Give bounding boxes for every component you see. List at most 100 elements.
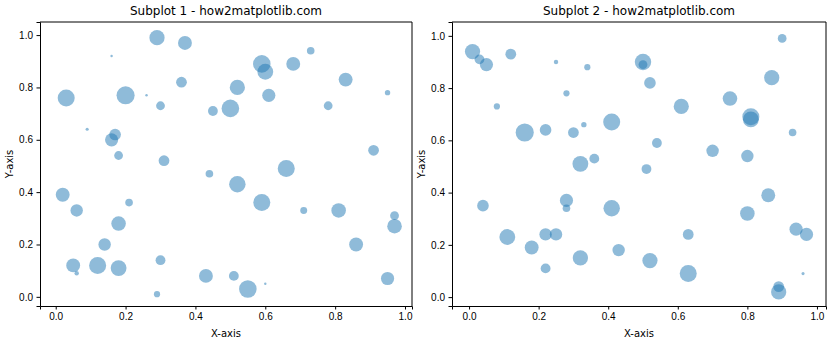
bubble (480, 58, 493, 71)
frame (412, 22, 413, 306)
bubble (257, 64, 273, 80)
x-tick-label: 0.8 (741, 311, 755, 322)
x-tick-label: 0.0 (463, 311, 477, 322)
bubble (229, 176, 245, 192)
bubble (331, 203, 346, 218)
y-tick: 1.0 (431, 31, 452, 42)
y-tick-label: 0.6 (431, 135, 445, 146)
bubble (540, 124, 552, 136)
x-tick-mark (56, 306, 57, 310)
bubble (114, 151, 123, 160)
bubble (683, 229, 694, 240)
bubble (516, 123, 534, 141)
bubble (764, 70, 779, 85)
y-axis-line (37, 23, 41, 307)
bubble (477, 200, 489, 212)
bubble (603, 114, 620, 131)
bubble (573, 250, 588, 265)
y-tick-mark (37, 192, 41, 193)
y-tick: 0.8 (19, 82, 40, 93)
bubble (339, 73, 353, 87)
x-tick-mark (265, 306, 266, 310)
x-tick: 0.2 (119, 306, 133, 322)
bubble (154, 291, 160, 297)
y-tick: 0.0 (19, 292, 40, 303)
subplot: 0.00.20.40.60.81.00.00.20.40.60.81.0Subp… (4, 4, 413, 339)
bubble (778, 34, 787, 43)
bubble (199, 269, 213, 283)
bubble (56, 188, 70, 202)
bubble (680, 265, 697, 282)
y-tick-label: 0.0 (19, 292, 33, 303)
y-tick-mark (449, 36, 453, 37)
x-tick-mark (469, 306, 470, 310)
y-tick-mark (37, 140, 41, 141)
y-label: Y-axis (416, 150, 427, 180)
y-axis: 0.00.20.40.60.81.0 (19, 23, 40, 307)
bubble (264, 283, 266, 285)
x-tick-mark (817, 306, 818, 310)
bubble (563, 90, 569, 96)
x-tick: 0.2 (532, 306, 546, 322)
bubble (550, 228, 562, 240)
bubble (89, 257, 106, 274)
y-tick: 0.2 (19, 239, 40, 250)
bubble (208, 106, 218, 116)
bubble (58, 89, 75, 106)
bubble (156, 255, 166, 265)
frame (826, 22, 827, 306)
bubble (563, 204, 571, 212)
bubble (390, 211, 399, 220)
bubble (222, 100, 240, 118)
x-tick-label: 0.2 (119, 311, 133, 322)
y-tick-mark (37, 297, 41, 298)
bubble (117, 86, 135, 104)
x-tick-label: 0.6 (259, 311, 273, 322)
bubble (70, 204, 82, 216)
bubble (239, 280, 257, 298)
bubble (206, 170, 214, 178)
bubble (706, 145, 718, 157)
bubble (741, 150, 753, 162)
bubble (385, 90, 390, 95)
x-label: X-axis (624, 328, 654, 339)
bubble (149, 30, 164, 45)
bubble (381, 272, 394, 285)
x-tick-label: 0.4 (602, 311, 616, 322)
y-tick-label: 0.8 (19, 82, 33, 93)
bubble (499, 229, 515, 245)
y-tick-label: 0.8 (431, 83, 445, 94)
y-tick-label: 1.0 (431, 31, 445, 42)
points (56, 30, 402, 298)
bubble (723, 91, 738, 106)
bubble (589, 154, 599, 164)
y-tick: 0.8 (431, 83, 452, 94)
y-axis: 0.00.20.40.60.81.0 (431, 23, 452, 307)
y-tick: 0.6 (431, 135, 452, 146)
bubble (145, 94, 147, 96)
bubble (176, 77, 187, 88)
title: Subplot 2 - how2matplotlib.com (543, 4, 735, 18)
y-axis-line (449, 23, 453, 307)
x-tick: 0.0 (49, 306, 63, 322)
x-axis-line (41, 307, 413, 310)
x-tick-label: 0.8 (329, 311, 343, 322)
y-tick-mark (37, 35, 41, 36)
bubble (262, 89, 275, 102)
frame (40, 22, 412, 23)
y-tick-label: 0.2 (431, 240, 445, 251)
bubble (674, 99, 689, 114)
bubble (111, 216, 126, 231)
bubble (86, 128, 89, 131)
bubble (109, 129, 121, 141)
x-axis-line (453, 307, 827, 310)
y-tick-mark (449, 245, 453, 246)
bubble (156, 101, 165, 110)
x-tick-mark (126, 306, 127, 310)
bubble (368, 145, 379, 156)
y-tick-mark (449, 140, 453, 141)
bubble (125, 199, 133, 207)
x-tick-label: 0.2 (532, 311, 546, 322)
bubble (525, 241, 539, 255)
bubble (98, 238, 110, 250)
